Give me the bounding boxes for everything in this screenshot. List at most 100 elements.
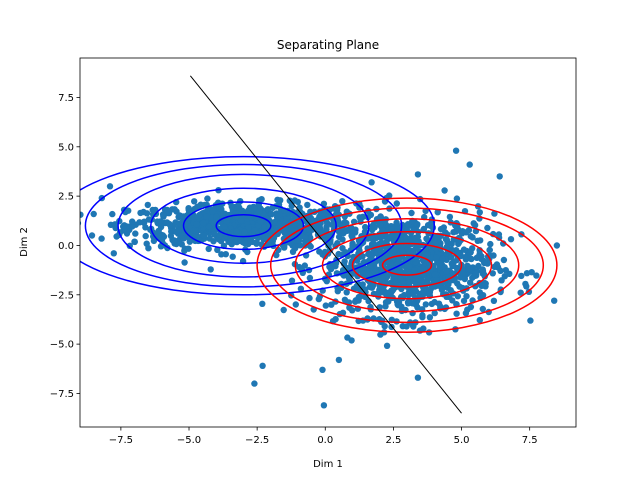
scatter-point xyxy=(433,254,440,261)
scatter-point xyxy=(233,228,240,235)
blue-contour-level xyxy=(150,187,337,264)
scatter-point xyxy=(227,235,234,243)
scatter-point xyxy=(427,286,434,293)
scatter-point xyxy=(244,248,251,256)
scatter-point xyxy=(466,161,473,168)
separating-line xyxy=(189,75,462,414)
scatter-point xyxy=(353,283,360,290)
scatter-point xyxy=(193,220,200,228)
scatter-point xyxy=(466,266,473,273)
scatter-point xyxy=(527,317,534,324)
scatter-point xyxy=(460,246,468,253)
x-axis-ticks: −7.5 −5.0 −2.5 0.0 2.5 5.0 7.5 xyxy=(109,427,538,446)
y-tick-label: 7.5 xyxy=(58,93,74,104)
scatter-point xyxy=(126,242,133,249)
scatter-point xyxy=(453,301,460,308)
scatter-point xyxy=(110,250,118,257)
scatter-point xyxy=(426,314,434,321)
scatter-point xyxy=(185,205,192,212)
y-axis-label: Dim 2 xyxy=(19,227,30,257)
scatter-point xyxy=(365,270,372,277)
scatter-point xyxy=(476,289,483,296)
scatter-point xyxy=(277,197,284,204)
scatter-point xyxy=(463,293,470,300)
x-tick-label: 7.5 xyxy=(522,435,538,446)
y-tick-label: −7.5 xyxy=(50,389,74,400)
scatter-point xyxy=(261,224,268,231)
scatter-point xyxy=(377,331,384,338)
chart-title: Separating Plane xyxy=(277,38,379,52)
x-tick-label: −7.5 xyxy=(109,435,133,446)
scatter-point xyxy=(533,272,540,279)
scatter-point xyxy=(307,243,314,250)
scatter-point xyxy=(167,232,175,240)
scatter-point xyxy=(306,294,313,302)
scatter-point xyxy=(229,253,236,260)
scatter-point xyxy=(259,300,266,307)
scatter-point xyxy=(507,236,515,243)
scatter-point xyxy=(472,270,479,277)
scatter-point xyxy=(320,402,328,409)
scatter-point xyxy=(453,250,460,258)
scatter-point xyxy=(323,226,330,233)
scatter-point xyxy=(352,229,359,236)
scatter-point xyxy=(222,251,229,258)
scatter-point xyxy=(327,265,335,273)
scatter-point xyxy=(497,267,504,274)
scatter-point xyxy=(443,244,450,251)
scatter-point xyxy=(476,316,483,324)
scatter-point xyxy=(251,204,258,212)
scatter-point xyxy=(466,249,474,256)
scatter-point xyxy=(381,323,388,330)
y-axis-ticks: −7.5 −5.0 −2.5 0.0 2.5 5.0 7.5 xyxy=(50,93,80,400)
x-tick-label: 0.0 xyxy=(317,435,333,446)
scatter-point xyxy=(205,223,213,230)
scatter-point xyxy=(368,179,375,186)
scatter-point xyxy=(474,237,481,244)
scatter-point xyxy=(447,254,455,261)
scatter-point xyxy=(355,295,362,303)
scatter-point xyxy=(190,227,198,234)
x-tick-label: −5.0 xyxy=(177,435,201,446)
scatter-point xyxy=(443,236,451,244)
scatter-point xyxy=(195,212,203,219)
scatter-point xyxy=(180,213,187,220)
scatter-point xyxy=(304,201,311,209)
scatter-point xyxy=(437,225,445,233)
scatter-point xyxy=(113,233,120,240)
scatter-point xyxy=(355,250,362,257)
scatter-point xyxy=(132,230,139,237)
scatter-point xyxy=(323,278,330,285)
scatter-point xyxy=(432,239,439,247)
scatter-point xyxy=(111,221,119,228)
scatter-point xyxy=(388,226,395,233)
scatter-point xyxy=(339,198,346,205)
scatter-point xyxy=(523,283,530,290)
scatter-point xyxy=(424,251,431,258)
scatter-point xyxy=(441,187,448,194)
scatter-point xyxy=(170,238,178,245)
scatter-point xyxy=(412,234,419,241)
scatter-point xyxy=(465,226,473,234)
scatter-point xyxy=(247,237,255,245)
scatter-point xyxy=(414,304,421,311)
red-contour-level xyxy=(351,242,463,288)
scatter-point xyxy=(213,213,220,220)
scatter-point xyxy=(403,239,410,246)
scatter-point xyxy=(295,237,303,244)
scatter-point xyxy=(486,246,493,254)
blue-contour-level xyxy=(117,173,370,278)
scatter-point xyxy=(500,256,508,264)
scatter-point xyxy=(88,232,96,239)
scatter-point xyxy=(181,259,188,266)
scatter-point xyxy=(207,266,214,273)
scatter-point xyxy=(288,202,295,210)
scatter-point xyxy=(328,301,335,308)
scatter-point xyxy=(221,223,228,230)
scatter-point xyxy=(109,210,116,218)
scatter-point xyxy=(332,316,339,323)
scatter-point xyxy=(175,220,182,227)
scatter-point xyxy=(335,228,343,235)
scatter-point xyxy=(497,288,504,296)
